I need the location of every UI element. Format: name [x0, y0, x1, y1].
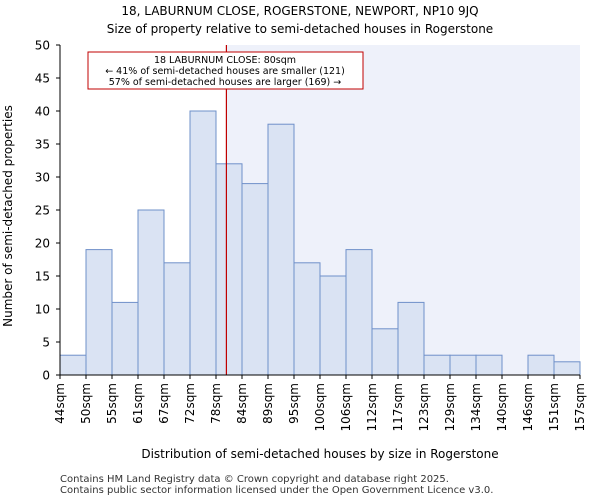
annotation-line-1: 18 LABURNUM CLOSE: 80sqm	[154, 55, 296, 66]
annotation-line-3: 57% of semi-detached houses are larger (…	[109, 77, 342, 88]
y-tick-label-50: 50	[35, 39, 50, 53]
bar-106sqm	[345, 249, 373, 376]
x-tick-label-89sqm: 89sqm	[261, 383, 275, 424]
y-tick-label-20: 20	[35, 237, 50, 251]
footer-line1: Contains HM Land Registry data © Crown c…	[60, 474, 449, 485]
bar-151sqm	[553, 361, 581, 376]
bar-44sqm	[59, 354, 87, 376]
x-tick-label-117sqm: 117sqm	[391, 383, 405, 431]
bar-123sqm	[423, 354, 451, 376]
y-tick-label-0: 0	[42, 369, 50, 383]
x-tick-label-157sqm: 157sqm	[573, 383, 587, 431]
x-tick-label-100sqm: 100sqm	[313, 383, 327, 431]
x-tick-label-72sqm: 72sqm	[183, 383, 197, 424]
x-tick-label-55sqm: 55sqm	[105, 383, 119, 424]
bar-146sqm	[527, 354, 555, 376]
bar-78sqm	[215, 163, 243, 376]
annotation-line-2: ← 41% of semi-detached houses are smalle…	[105, 66, 345, 77]
bar-55sqm	[111, 301, 139, 376]
bar-84sqm	[241, 183, 269, 376]
bar-129sqm	[449, 354, 477, 376]
bar-112sqm	[371, 328, 399, 376]
x-tick-label-50sqm: 50sqm	[79, 383, 93, 424]
y-tick-label-10: 10	[35, 303, 50, 317]
x-tick-label-123sqm: 123sqm	[417, 383, 431, 431]
bar-72sqm	[189, 110, 217, 376]
bar-89sqm	[267, 123, 295, 376]
y-tick-label-5: 5	[42, 336, 50, 350]
y-tick-label-45: 45	[35, 72, 50, 86]
y-tick-label-30: 30	[35, 171, 50, 185]
x-tick-label-44sqm: 44sqm	[53, 383, 67, 424]
x-tick-label-67sqm: 67sqm	[157, 383, 171, 424]
x-tick-label-95sqm: 95sqm	[287, 383, 301, 424]
bar-95sqm	[293, 262, 321, 376]
bar-67sqm	[163, 262, 191, 376]
x-tick-label-78sqm: 78sqm	[209, 383, 223, 424]
bar-134sqm	[475, 354, 503, 376]
bar-117sqm	[397, 301, 425, 376]
bar-50sqm	[85, 249, 113, 376]
x-tick-label-151sqm: 151sqm	[547, 383, 561, 431]
annotation-box	[87, 51, 364, 90]
x-tick-label-84sqm: 84sqm	[235, 383, 249, 424]
y-tick-label-35: 35	[35, 138, 50, 152]
bar-100sqm	[319, 275, 347, 376]
x-tick-label-106sqm: 106sqm	[339, 383, 353, 431]
footer-line2: Contains public sector information licen…	[60, 485, 494, 496]
x-tick-label-134sqm: 134sqm	[469, 383, 483, 431]
x-tick-label-112sqm: 112sqm	[365, 383, 379, 431]
bar-61sqm	[137, 209, 165, 376]
x-tick-label-61sqm: 61sqm	[131, 383, 145, 424]
x-tick-label-146sqm: 146sqm	[521, 383, 535, 431]
y-tick-label-25: 25	[35, 204, 50, 218]
y-tick-label-15: 15	[35, 270, 50, 284]
chart-title-line1: 18, LABURNUM CLOSE, ROGERSTONE, NEWPORT,…	[121, 4, 478, 18]
x-tick-label-129sqm: 129sqm	[443, 383, 457, 431]
x-axis-label: Distribution of semi-detached houses by …	[141, 447, 498, 461]
y-axis-label: Number of semi-detached properties	[1, 105, 15, 327]
chart-title-line2: Size of property relative to semi-detach…	[107, 22, 493, 36]
x-tick-label-140sqm: 140sqm	[495, 383, 509, 431]
y-tick-label-40: 40	[35, 105, 50, 119]
